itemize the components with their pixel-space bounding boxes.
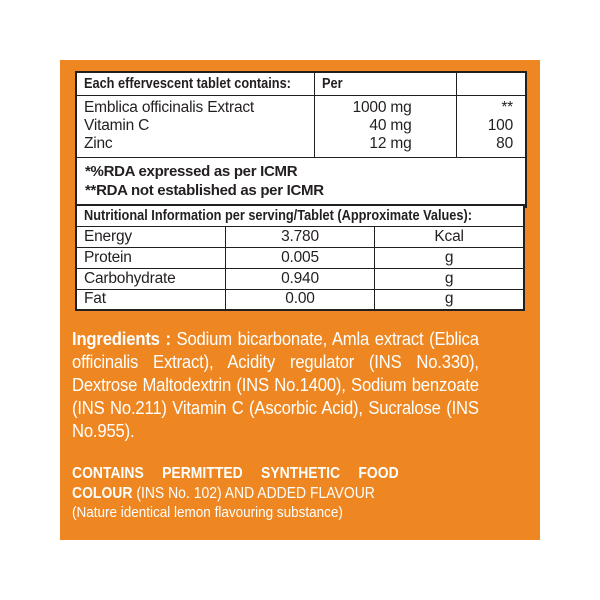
additives-regular-text: (INS No. 102) AND ADDED FLAVOUR <box>136 484 375 502</box>
footnote-row: *%RDA expressed as per ICMR **RDA not es… <box>76 157 526 207</box>
footnote-rda-not-established: **RDA not established as per ICMR <box>85 181 324 199</box>
ingredient-name: Zinc <box>76 134 315 158</box>
composition-table: Each effervescent tablet contains: Per E… <box>75 71 527 208</box>
label-panel: Each effervescent tablet contains: Per E… <box>60 60 540 540</box>
ingredient-amount: 1000 mg <box>314 95 457 117</box>
additives-bold-text: CONTAINS PERMITTED SYNTHETIC FOOD COLOUR <box>72 465 399 502</box>
table-row: Energy 3.780 Kcal <box>76 226 524 248</box>
nutrition-table: Nutritional Information per serving/Tabl… <box>75 204 525 311</box>
ingredient-rda: ** <box>501 98 513 116</box>
additives-note: CONTAINS PERMITTED SYNTHETIC FOOD COLOUR… <box>72 464 399 523</box>
composition-header-contains: Each effervescent tablet contains: <box>84 75 291 93</box>
table-row: Emblica officinalis Extract 1000 mg ** <box>76 95 526 117</box>
ingredients-paragraph: Ingredients : Sodium bicarbonate, Amla e… <box>72 327 479 442</box>
table-row: Protein 0.005 g <box>76 247 524 269</box>
ingredients-label: Ingredients : <box>72 328 171 349</box>
nutrient-value: 3.780 <box>225 226 376 248</box>
nutrient-unit: g <box>374 247 524 269</box>
nutrient-value: 0.940 <box>225 268 376 290</box>
ingredient-amount: 40 mg <box>314 116 457 135</box>
footnote-rda-expressed: *%RDA expressed as per ICMR <box>85 162 298 180</box>
table-row: Zinc 12 mg 80 <box>76 134 526 158</box>
composition-header-rda <box>456 72 526 96</box>
ingredient-amount: 12 mg <box>314 134 457 158</box>
nutrient-value: 0.005 <box>225 247 376 269</box>
table-row: Fat 0.00 g <box>76 289 524 310</box>
composition-header-per: Per <box>321 75 343 93</box>
nutrient-unit: Kcal <box>374 226 524 248</box>
nutrition-header-row: Nutritional Information per serving/Tabl… <box>76 205 524 227</box>
table-row: Vitamin C 40 mg 100 <box>76 116 526 135</box>
nutrient-name: Carbohydrate <box>76 268 226 290</box>
ingredient-rda: 80 <box>456 134 526 158</box>
ingredient-name: Vitamin C <box>76 116 315 135</box>
ingredient-name: Emblica officinalis Extract <box>76 95 315 117</box>
nutrient-name: Energy <box>76 226 226 248</box>
nutrient-unit: g <box>374 268 524 290</box>
nutrient-name: Fat <box>76 289 226 310</box>
additives-flavour-note: (Nature identical lemon flavouring subst… <box>72 504 343 521</box>
nutrient-value: 0.00 <box>225 289 376 310</box>
nutrient-unit: g <box>444 290 454 308</box>
ingredients-text: Sodium bicarbonate, Amla extract (Eblica… <box>72 328 479 441</box>
composition-header-row: Each effervescent tablet contains: Per <box>76 72 526 96</box>
nutrient-name: Protein <box>76 247 226 269</box>
nutrition-table-title: Nutritional Information per serving/Tabl… <box>84 207 472 225</box>
table-row: Carbohydrate 0.940 g <box>76 268 524 290</box>
ingredient-rda: 100 <box>487 116 513 134</box>
